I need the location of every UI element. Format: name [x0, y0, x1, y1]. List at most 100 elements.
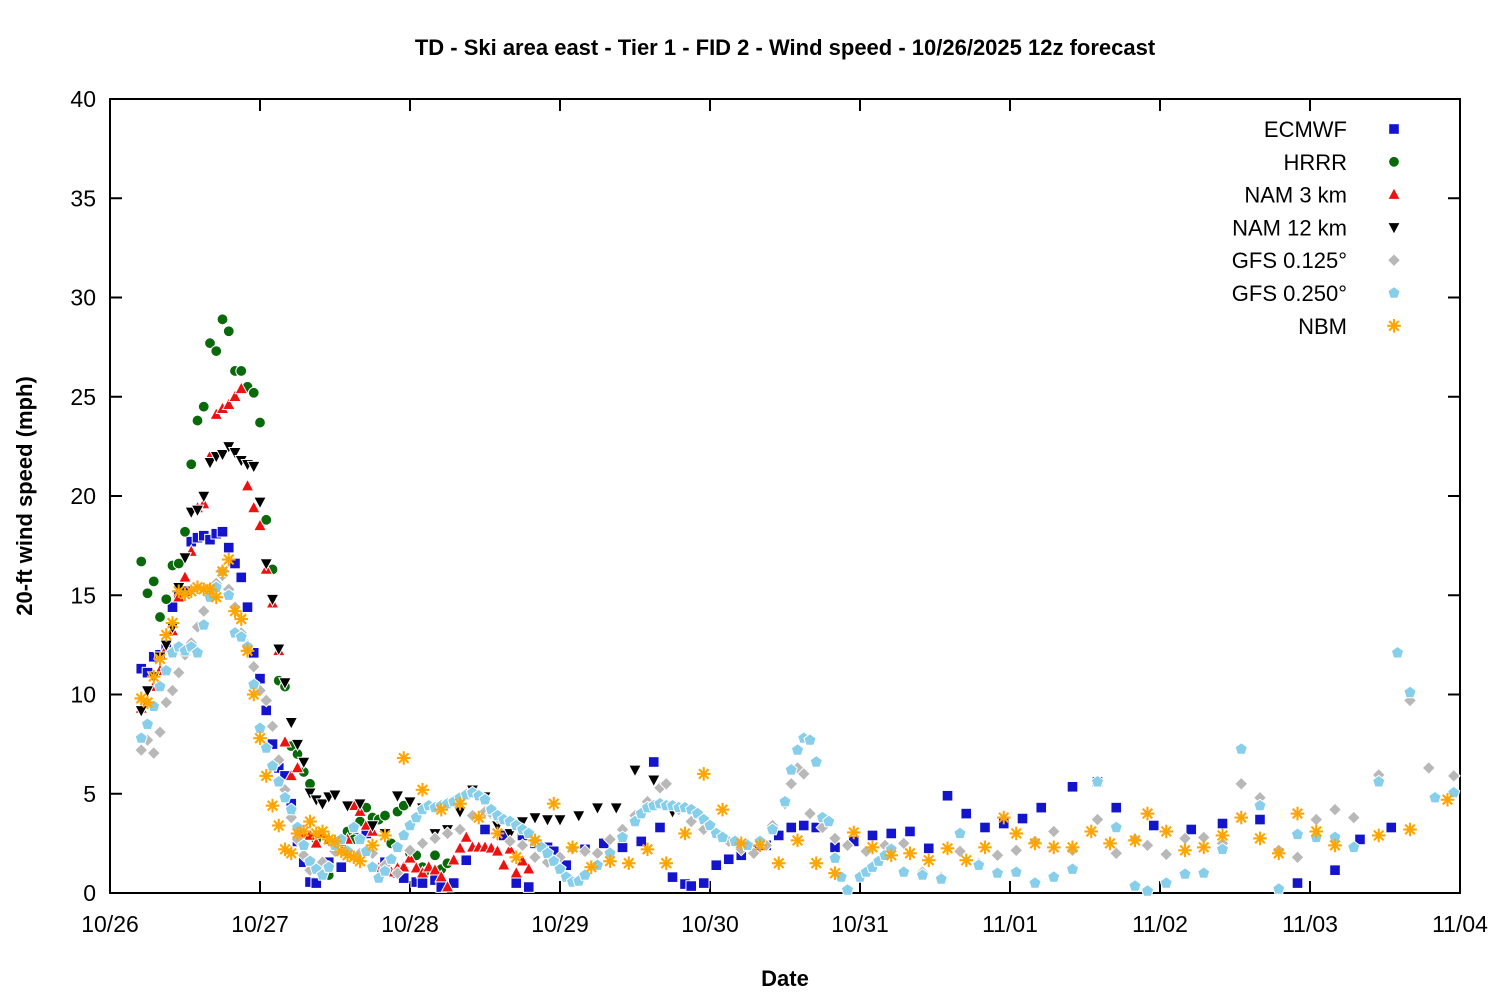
nam-3-km-point	[427, 862, 443, 876]
legend-gfs-0-125-marker-icon	[1386, 253, 1402, 268]
nbm-point	[696, 767, 711, 781]
gfs-0-250-point	[384, 852, 398, 865]
nbm-point	[434, 802, 449, 817]
legend-item-hrrr: HRRR	[1283, 150, 1400, 175]
gfs-0-125-point	[515, 838, 530, 853]
gfs-0-250-point	[828, 851, 842, 864]
gfs-0-125-point	[1009, 843, 1024, 858]
ecmwf-point	[772, 829, 785, 842]
gfs-0-250-point	[265, 758, 280, 772]
nbm-point	[1128, 833, 1142, 848]
legend-label: GFS 0.250°	[1232, 281, 1347, 306]
ecmwf-point	[941, 789, 954, 802]
gfs-0-250-point	[378, 864, 392, 877]
gfs-0-125-point	[502, 834, 518, 849]
nbm-point	[365, 838, 380, 853]
y-tick-label: 25	[70, 384, 96, 410]
nam-3-km-point	[396, 859, 411, 873]
nam-12-km-point	[590, 802, 605, 816]
ecmwf-point	[654, 821, 666, 834]
nam-3-km-point	[452, 840, 468, 854]
ecmwf-point	[685, 880, 698, 892]
gfs-0-250-point	[140, 717, 155, 730]
nbm-point	[1159, 824, 1174, 839]
nbm-point	[640, 842, 655, 857]
nam-3-km-point	[434, 869, 449, 883]
legend-label: GFS 0.125°	[1232, 248, 1347, 273]
nbm-point	[621, 856, 636, 871]
nbm-point	[828, 866, 842, 880]
x-tick-label: 11/03	[1282, 911, 1338, 937]
nam-12-km-point	[302, 787, 318, 801]
nbm-point	[1046, 840, 1061, 855]
nbm-point	[809, 856, 824, 871]
gfs-0-250-point	[222, 588, 236, 601]
gfs-0-250-point	[703, 818, 717, 832]
gfs-0-125-point	[1234, 776, 1249, 791]
gfs-0-250-point	[297, 838, 311, 851]
nam-3-km-point	[221, 396, 236, 410]
hrrr-point	[210, 345, 223, 357]
nbm-point	[1065, 840, 1080, 855]
nbm-point	[903, 846, 917, 861]
gfs-0-250-point	[553, 862, 567, 875]
ecmwf-point	[222, 541, 235, 554]
y-tick-label: 15	[70, 582, 96, 608]
gfs-0-250-point	[778, 794, 792, 808]
gfs-0-125-point	[152, 725, 168, 740]
gfs-0-125-point	[171, 665, 186, 680]
nam-12-km-point	[609, 802, 624, 816]
nam-12-km-point	[552, 814, 568, 828]
gfs-0-250-point	[1140, 883, 1155, 897]
nam-12-km-point	[259, 558, 274, 572]
gfs-0-250-point	[397, 828, 411, 842]
nam-3-km-point	[446, 852, 461, 866]
hrrr-point	[254, 416, 266, 429]
gfs-0-250-point	[990, 866, 1005, 879]
legend-item-nbm: NBM	[1298, 314, 1401, 339]
gfs-0-250-point	[1215, 842, 1230, 855]
nbm-point	[190, 580, 205, 595]
gfs-0-250-point	[765, 822, 780, 836]
nam-3-km-point	[277, 734, 293, 748]
nbm-point	[1215, 828, 1230, 843]
ecmwf-point	[460, 854, 473, 867]
x-tick-label: 10/26	[81, 911, 139, 937]
y-tick-label: 30	[70, 285, 96, 311]
gfs-0-250-point	[1372, 774, 1386, 788]
nbm-point	[1084, 824, 1099, 839]
nbm-point	[1371, 828, 1386, 843]
ecmwf-point	[785, 821, 798, 834]
y-tick-label: 20	[70, 483, 96, 509]
gfs-0-125-point	[440, 826, 455, 841]
nam-12-km-point	[140, 685, 155, 699]
ecmwf-point	[635, 835, 648, 848]
gfs-0-250-point	[1290, 827, 1305, 841]
gfs-0-250-point	[1234, 742, 1248, 755]
gfs-0-250-point	[915, 868, 930, 881]
gfs-0-125-point	[1046, 824, 1061, 839]
gfs-0-250-point	[259, 741, 273, 754]
ecmwf-point	[616, 841, 629, 854]
gfs-0-250-point	[809, 754, 823, 768]
hrrr-point	[135, 555, 148, 568]
nam-12-km-point	[277, 677, 293, 691]
y-tick-label: 5	[83, 781, 96, 807]
legend-nam-3-km-marker-icon	[1386, 186, 1402, 200]
nam-12-km-point	[352, 798, 368, 812]
nbm-point	[753, 838, 767, 853]
nam-12-km-point	[390, 790, 405, 804]
nbm-point	[1140, 806, 1155, 821]
nbm-point	[940, 841, 955, 856]
nbm-point	[546, 796, 561, 811]
nbm-point	[734, 836, 749, 851]
gfs-0-125-point	[602, 832, 618, 847]
nam-12-km-point	[265, 593, 280, 608]
nbm-point	[140, 695, 155, 710]
hrrr-point	[154, 611, 166, 623]
nbm-point	[159, 628, 174, 642]
gfs-0-250-point	[803, 733, 817, 746]
x-tick-label: 10/30	[681, 911, 739, 937]
ecmwf-point	[1385, 821, 1398, 834]
